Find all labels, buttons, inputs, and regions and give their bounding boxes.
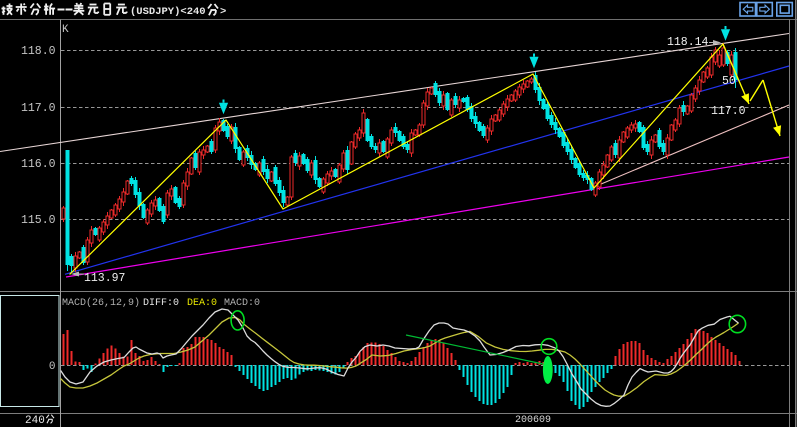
svg-text:117.0: 117.0 <box>21 102 56 115</box>
svg-text:200609: 200609 <box>515 415 551 426</box>
svg-text:K: K <box>62 24 69 36</box>
svg-text:(USDJPY)<240: (USDJPY)<240 <box>130 6 206 18</box>
svg-text:240: 240 <box>25 415 45 427</box>
svg-text:50: 50 <box>722 75 736 88</box>
svg-text:0: 0 <box>49 361 56 373</box>
svg-text:DIFF:0: DIFF:0 <box>143 298 179 309</box>
svg-text:MACD:0: MACD:0 <box>224 298 260 309</box>
svg-text:MACD(26,12,9): MACD(26,12,9) <box>62 297 140 309</box>
svg-text:118.14: 118.14 <box>667 36 709 49</box>
svg-text:>: > <box>220 6 226 18</box>
svg-text:DEA:0: DEA:0 <box>187 298 217 309</box>
svg-text:115.0: 115.0 <box>21 214 56 227</box>
svg-text:117.0: 117.0 <box>711 105 746 118</box>
svg-text:116.0: 116.0 <box>21 158 56 171</box>
svg-text:113.97: 113.97 <box>84 272 125 285</box>
svg-text:118.0: 118.0 <box>21 45 56 58</box>
